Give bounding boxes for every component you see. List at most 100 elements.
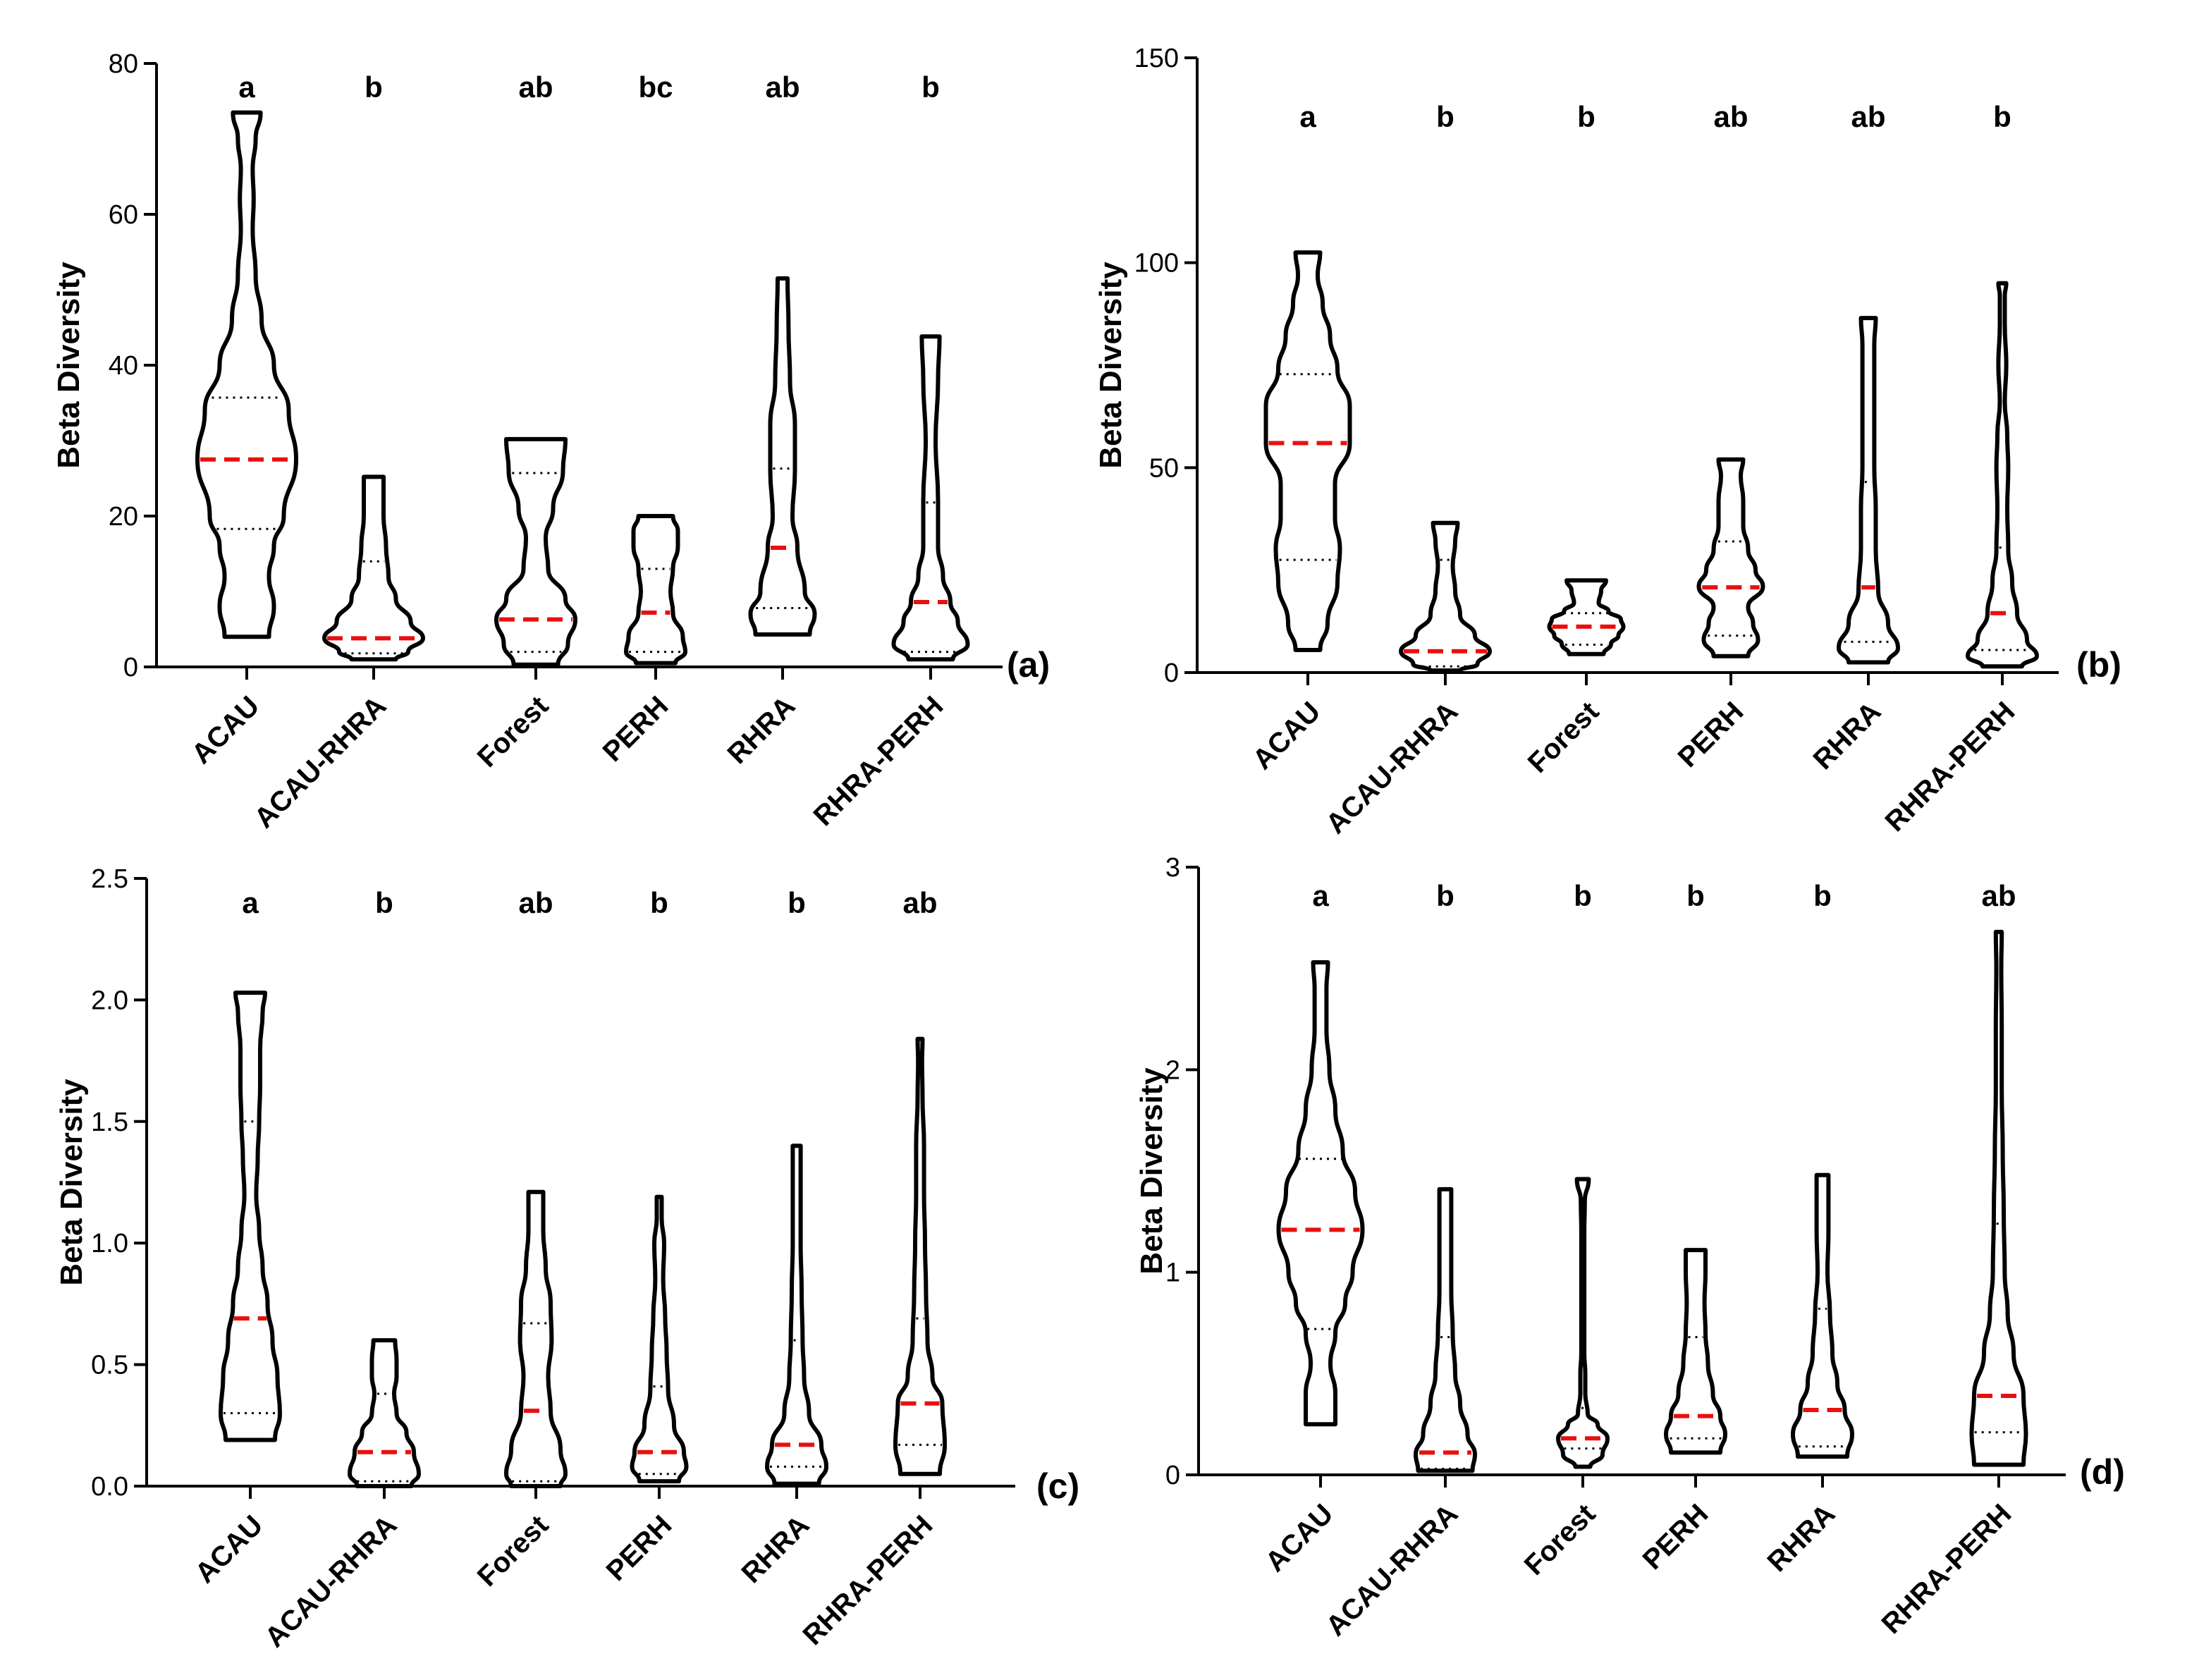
x-category-label: ACAU	[1247, 696, 1327, 775]
x-category-label: PERH	[601, 1509, 678, 1587]
significance-letter: b	[650, 886, 668, 919]
x-category-label: Forest	[1519, 1498, 1602, 1581]
significance-letter: ab	[1981, 879, 2016, 912]
x-category-label: RHRA	[736, 1509, 816, 1589]
panel-tag: (b)	[2076, 645, 2121, 685]
x-category-label: ACAU-RHRA	[248, 690, 392, 834]
significance-letter: ab	[765, 70, 800, 104]
significance-letter: b	[1993, 100, 2011, 133]
x-category-label: PERH	[1672, 696, 1750, 773]
significance-letter: b	[1436, 879, 1454, 912]
x-category-label: ACAU	[186, 690, 266, 770]
y-tick-label: 1	[1165, 1258, 1180, 1288]
violin-rhra-perh	[893, 1036, 947, 1476]
x-category-label: RHRA	[1808, 696, 1887, 775]
x-category-label: RHRA	[722, 690, 802, 770]
significance-letter: b	[788, 886, 806, 919]
x-category-label: ACAU	[190, 1509, 269, 1589]
violin-forest	[504, 1189, 568, 1488]
violin-rhra-perh	[1969, 929, 2028, 1467]
y-tick-label: 2	[1165, 1055, 1180, 1085]
x-category-label: ACAU-RHRA	[1320, 696, 1464, 840]
y-tick-label: 1.5	[91, 1108, 128, 1137]
significance-letter: b	[921, 70, 940, 104]
x-category-label: Forest	[1522, 696, 1605, 779]
y-tick-label: 150	[1134, 44, 1179, 73]
x-category-label: RHRA-PERH	[808, 690, 950, 832]
significance-letter: bc	[638, 70, 673, 104]
violin-perh	[630, 1194, 689, 1484]
significance-letter: b	[1813, 879, 1832, 912]
x-category-label: ACAU-RHRA	[1320, 1498, 1464, 1642]
panel-tag: (a)	[1007, 645, 1050, 685]
x-category-label: Forest	[472, 1509, 555, 1593]
violin-perh	[624, 514, 687, 666]
significance-letter: a	[242, 886, 259, 919]
significance-letter: ab	[1851, 100, 1885, 133]
x-category-label: RHRA-PERH	[1880, 696, 2021, 838]
y-axis-label: Beta Diversity	[1134, 1067, 1169, 1275]
x-category-label: RHRA-PERH	[1876, 1498, 2018, 1640]
violin-perh	[1696, 457, 1765, 658]
x-category-label: RHRA	[1762, 1498, 1842, 1578]
y-tick-label: 1.0	[91, 1229, 128, 1258]
significance-letter: b	[375, 886, 393, 919]
significance-letter: b	[1436, 100, 1454, 133]
violin-perh	[1664, 1248, 1727, 1455]
violin-forest	[1547, 578, 1626, 656]
y-tick-label: 2.5	[91, 864, 128, 894]
violin-rhra	[1837, 316, 1900, 665]
significance-letter: a	[1299, 100, 1316, 133]
x-category-label: PERH	[1637, 1498, 1715, 1576]
x-category-label: Forest	[472, 690, 555, 773]
chart-panel-3: 0.0 0.5 1.0 1.5 2.0 2.5 Beta Diversity (c) ACAU a…	[54, 864, 1079, 1653]
significance-letter: b	[1574, 879, 1592, 912]
y-tick-label: 0.5	[91, 1351, 128, 1380]
y-tick-label: 50	[1149, 453, 1179, 483]
y-axis-label: Beta Diversity	[1094, 262, 1128, 469]
violin-forest	[494, 436, 577, 667]
x-category-label: PERH	[597, 690, 675, 768]
violin-rhra-perh	[1966, 281, 2039, 669]
y-axis-label: Beta Diversity	[51, 262, 86, 469]
y-tick-label: 0	[1164, 658, 1179, 688]
violin-acau-rhra	[1399, 520, 1492, 673]
violin-rhra-perh	[891, 334, 970, 662]
panel-tag: (c)	[1036, 1466, 1079, 1506]
y-tick-label: 60	[109, 200, 138, 230]
violin-acau-rhra	[348, 1338, 421, 1488]
y-tick-label: 0	[123, 653, 138, 682]
y-axis-label: Beta Diversity	[54, 1079, 89, 1286]
violin-acau-rhra	[1414, 1187, 1477, 1473]
significance-letter: a	[1312, 879, 1329, 912]
violin-rhra	[748, 276, 817, 637]
y-tick-label: 0.0	[91, 1472, 128, 1502]
violin-acau	[219, 991, 282, 1442]
significance-letter: ab	[518, 886, 553, 919]
significance-letter: b	[1686, 879, 1705, 912]
violin-rhra	[765, 1143, 828, 1486]
y-tick-label: 3	[1165, 853, 1180, 883]
significance-letter: b	[365, 70, 383, 104]
violin-acau	[1276, 960, 1365, 1427]
violin-rhra	[1791, 1172, 1854, 1459]
chart-panel-4: 0 1 2 3 Beta Diversity (d) ACAU a ACAU-RHRA b Fore…	[1134, 853, 2125, 1642]
x-category-label: RHRA-PERH	[797, 1509, 939, 1651]
violin-forest	[1556, 1177, 1610, 1469]
chart-panel-1: 0 20 40 60 80 Beta Diversity (a) ACAU a ACAU-RHRA…	[51, 49, 1050, 834]
significance-letter: ab	[902, 886, 937, 919]
violin-acau	[195, 110, 298, 639]
significance-letter: b	[1577, 100, 1596, 133]
y-tick-label: 0	[1165, 1461, 1180, 1490]
violin-acau-rhra	[322, 474, 425, 662]
panel-tag: (d)	[2080, 1452, 2125, 1492]
y-tick-label: 20	[109, 502, 138, 532]
y-tick-label: 2.0	[91, 986, 128, 1015]
violin-acau	[1263, 250, 1352, 652]
significance-letter: ab	[518, 70, 553, 104]
significance-letter: a	[238, 70, 255, 104]
significance-letter: ab	[1713, 100, 1748, 133]
y-tick-label: 80	[109, 49, 138, 79]
y-tick-label: 100	[1134, 249, 1179, 278]
